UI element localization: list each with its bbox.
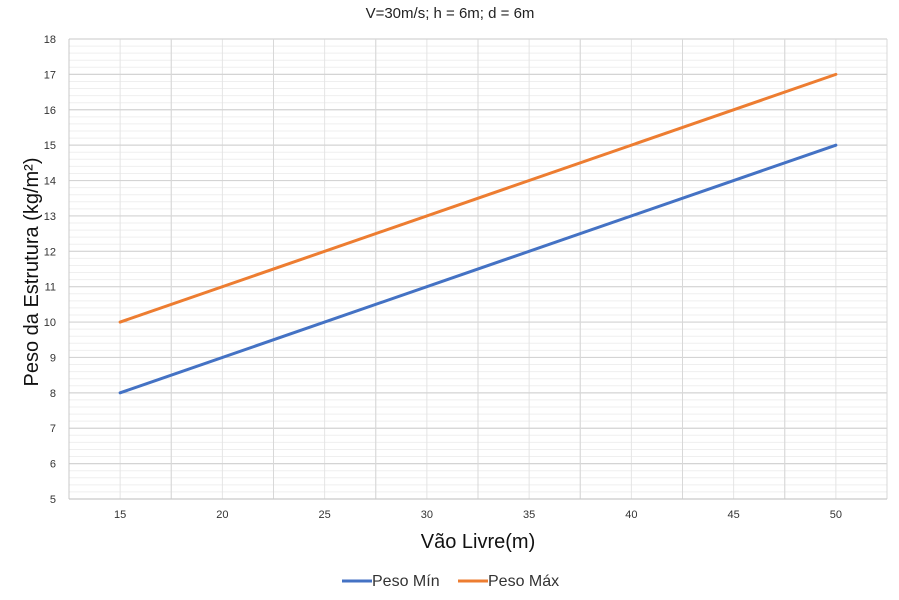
x-tick-label: 30 xyxy=(421,509,433,521)
legend-label: Peso Máx xyxy=(488,573,559,590)
y-ticks: 5 6 7 8 9 10 11 12 13 14 15 16 17 18 xyxy=(44,34,56,506)
x-tick-label: 40 xyxy=(625,509,637,521)
series-line xyxy=(118,72,838,324)
y-tick-label: 17 xyxy=(44,69,56,81)
y-tick-label: 5 xyxy=(50,494,56,506)
x-tick-label: 35 xyxy=(523,509,535,521)
y-tick-label: 7 xyxy=(50,423,56,435)
y-tick-label: 10 xyxy=(44,317,56,329)
x-tick-label: 15 xyxy=(114,509,126,521)
legend: Peso Mín Peso Máx xyxy=(342,573,559,590)
y-tick-label: 15 xyxy=(44,140,56,152)
y-tick-label: 14 xyxy=(44,176,56,188)
series-line xyxy=(118,143,838,395)
y-tick-label: 9 xyxy=(50,352,56,364)
y-tick-label: 8 xyxy=(50,388,56,400)
legend-label: Peso Mín xyxy=(372,573,440,590)
y-tick-label: 11 xyxy=(45,282,56,294)
axes xyxy=(68,39,887,500)
y-axis-label: Peso da Estrutura (kg/m²) xyxy=(21,158,43,387)
x-tick-label: 20 xyxy=(216,509,228,521)
y-tick-label: 6 xyxy=(50,459,56,471)
y-tick-label: 12 xyxy=(44,246,56,258)
y-tick-label: 16 xyxy=(44,105,56,117)
x-tick-label: 50 xyxy=(830,509,842,521)
series-lines xyxy=(118,72,838,395)
y-tick-label: 18 xyxy=(44,34,56,46)
x-ticks: 15 20 25 30 35 40 45 50 xyxy=(114,509,842,521)
x-axis-label: Vão Livre(m) xyxy=(421,531,535,553)
x-tick-label: 45 xyxy=(728,509,740,521)
y-tick-label: 13 xyxy=(44,211,56,223)
x-tick-label: 25 xyxy=(319,509,331,521)
chart-title: V=30m/s; h = 6m; d = 6m xyxy=(366,5,535,22)
